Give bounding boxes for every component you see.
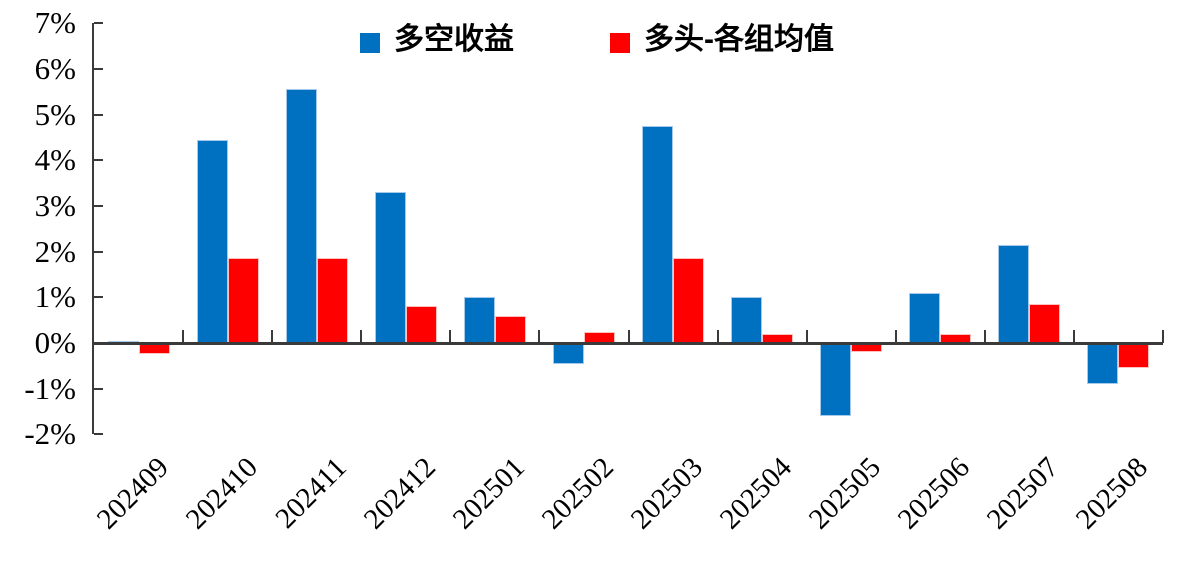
x-axis-tick xyxy=(627,330,630,343)
y-axis-label: 0% xyxy=(34,325,76,360)
x-axis-label-202505: 202505 xyxy=(802,451,888,536)
x-axis-label-202501: 202501 xyxy=(446,451,531,536)
bar-多头-各组均值-202410 xyxy=(227,258,259,343)
bar-多头-各组均值-202409 xyxy=(138,343,170,355)
x-axis-tick xyxy=(538,330,541,343)
x-axis-tick xyxy=(360,330,363,343)
y-axis-label: -1% xyxy=(24,370,76,406)
x-axis-tick xyxy=(182,330,185,343)
y-axis-label: 4% xyxy=(34,142,76,178)
x-axis-label-202506: 202506 xyxy=(892,451,977,536)
x-axis-label-202411: 202411 xyxy=(269,451,353,535)
y-axis-label: 2% xyxy=(34,233,76,269)
bar-多空收益-202412 xyxy=(374,192,406,343)
bar-多空收益-202502 xyxy=(552,343,584,364)
x-axis-tick xyxy=(805,330,808,343)
x-axis-label-202508: 202508 xyxy=(1070,451,1155,536)
x-axis-label-202409: 202409 xyxy=(90,451,175,536)
y-axis-tick xyxy=(94,204,103,207)
x-axis-tick xyxy=(1162,330,1164,343)
bar-多空收益-202508 xyxy=(1087,343,1119,385)
y-axis-label: 7% xyxy=(34,5,76,41)
y-axis-label: 6% xyxy=(34,50,76,86)
y-axis-tick xyxy=(94,67,103,70)
bar-多头-各组均值-202411 xyxy=(316,258,348,343)
x-axis-label-202412: 202412 xyxy=(357,451,442,536)
bar-多空收益-202503 xyxy=(642,125,674,343)
x-axis-tick xyxy=(449,330,452,343)
y-axis-line xyxy=(92,23,94,435)
x-axis-label-202410: 202410 xyxy=(179,451,264,536)
chart-legend: 多空收益 多头-各组均值 xyxy=(0,0,1179,70)
bar-多空收益-202505 xyxy=(820,343,852,417)
y-axis-tick xyxy=(94,296,103,299)
legend-swatch-red xyxy=(610,33,630,53)
x-axis-label-202507: 202507 xyxy=(981,451,1066,536)
legend-label-long-short: 多空收益 xyxy=(394,23,514,56)
bar-多空收益-202506 xyxy=(909,292,941,343)
x-axis-tick xyxy=(1072,330,1075,343)
bar-多空收益-202411 xyxy=(285,89,317,343)
y-axis-tick xyxy=(94,113,103,116)
x-axis-tick xyxy=(271,330,274,343)
x-axis-tick xyxy=(894,330,897,343)
legend-label-long-minus-mean: 多头-各组均值 xyxy=(644,23,834,56)
y-axis-tick xyxy=(94,159,103,162)
y-axis-label: 3% xyxy=(34,187,76,223)
x-axis-line xyxy=(94,342,1163,345)
bar-多空收益-202501 xyxy=(463,297,495,343)
y-axis-tick xyxy=(94,433,103,436)
x-axis-tick xyxy=(716,330,719,343)
bar-多空收益-202504 xyxy=(731,297,763,343)
x-axis-label-202502: 202502 xyxy=(535,451,620,536)
y-axis-label: 1% xyxy=(34,279,76,315)
y-axis-label: 5% xyxy=(34,96,76,132)
x-axis-tick xyxy=(983,330,986,343)
x-axis-label-202503: 202503 xyxy=(624,451,709,536)
legend-swatch-blue xyxy=(360,33,380,53)
bar-多空收益-202410 xyxy=(196,139,228,343)
bar-多头-各组均值-202507 xyxy=(1029,304,1061,343)
bar-多头-各组均值-202501 xyxy=(494,315,526,343)
y-axis-label: -2% xyxy=(24,416,76,452)
y-axis-tick xyxy=(94,250,103,253)
bar-多头-各组均值-202503 xyxy=(673,258,705,343)
y-axis-tick xyxy=(94,22,103,25)
y-axis-tick xyxy=(94,387,103,390)
bar-多头-各组均值-202508 xyxy=(1118,343,1150,369)
x-axis-label-202504: 202504 xyxy=(713,451,799,536)
bar-多头-各组均值-202412 xyxy=(405,306,437,343)
bar-多空收益-202507 xyxy=(998,244,1030,343)
